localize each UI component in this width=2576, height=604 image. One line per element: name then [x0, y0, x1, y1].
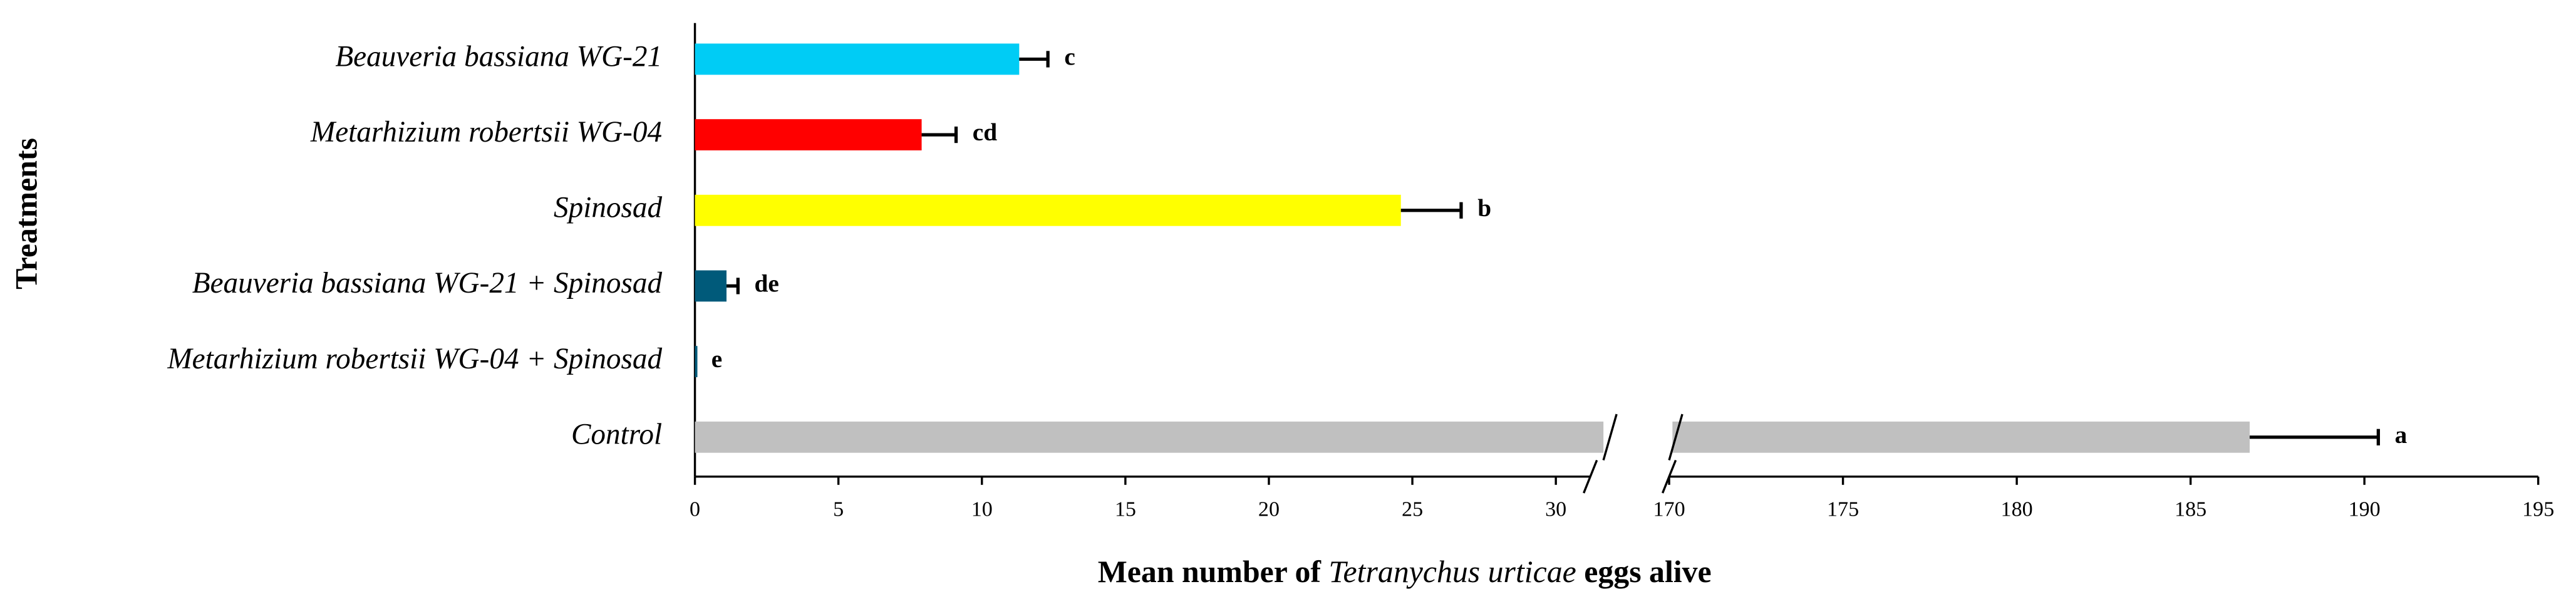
- significance-letter: a: [2395, 421, 2408, 449]
- y-tick-label: Metarhizium robertsii WG-04: [310, 116, 662, 148]
- bar: [695, 421, 1604, 453]
- x-tick-label: 195: [2522, 498, 2554, 521]
- y-tick-label: Metarhizium robertsii WG-04 + Spinosad: [167, 343, 662, 375]
- bar-break: [1602, 414, 1618, 461]
- x-tick-label: 0: [690, 498, 700, 521]
- x-tick-label: 175: [1827, 498, 1859, 521]
- x-tick-label: 20: [1258, 498, 1280, 521]
- x-tick-label: 185: [2175, 498, 2206, 521]
- x-tick-label: 170: [1653, 498, 1685, 521]
- axis-break: [1583, 459, 1598, 494]
- axis-break: [1661, 459, 1677, 494]
- bar: [695, 119, 922, 151]
- y-tick-label: Control: [571, 419, 662, 451]
- significance-letter: e: [711, 345, 722, 373]
- bar: [1672, 421, 2250, 453]
- x-tick-label: 30: [1545, 498, 1566, 521]
- x-axis-title-part: Mean number of: [1098, 555, 1329, 590]
- bar: [695, 270, 727, 302]
- y-axis-title: Treatments: [9, 138, 44, 289]
- x-axis-title: Mean number of Tetranychus urticae eggs …: [1098, 555, 1712, 590]
- bar-break: [1668, 414, 1684, 461]
- significance-letter: cd: [973, 118, 997, 146]
- significance-letter: b: [1477, 194, 1491, 222]
- significance-letter: de: [755, 269, 779, 297]
- y-tick-label: Spinosad: [554, 192, 662, 224]
- x-tick-label: 10: [971, 498, 993, 521]
- x-axis-title-part: Tetranychus urticae: [1328, 555, 1576, 590]
- x-axis-title-part: eggs alive: [1576, 555, 1712, 590]
- y-tick-label: Beauveria bassiana WG-21: [335, 40, 662, 73]
- x-tick-label: 25: [1402, 498, 1423, 521]
- bar: [695, 43, 1020, 75]
- bar: [695, 346, 698, 378]
- bar: [695, 194, 1401, 226]
- y-tick-label: Beauveria bassiana WG-21 + Spinosad: [192, 267, 663, 299]
- x-tick-label: 15: [1115, 498, 1136, 521]
- significance-letter: c: [1064, 43, 1075, 70]
- x-tick-label: 5: [833, 498, 844, 521]
- x-tick-label: 190: [2349, 498, 2381, 521]
- x-tick-label: 180: [2001, 498, 2033, 521]
